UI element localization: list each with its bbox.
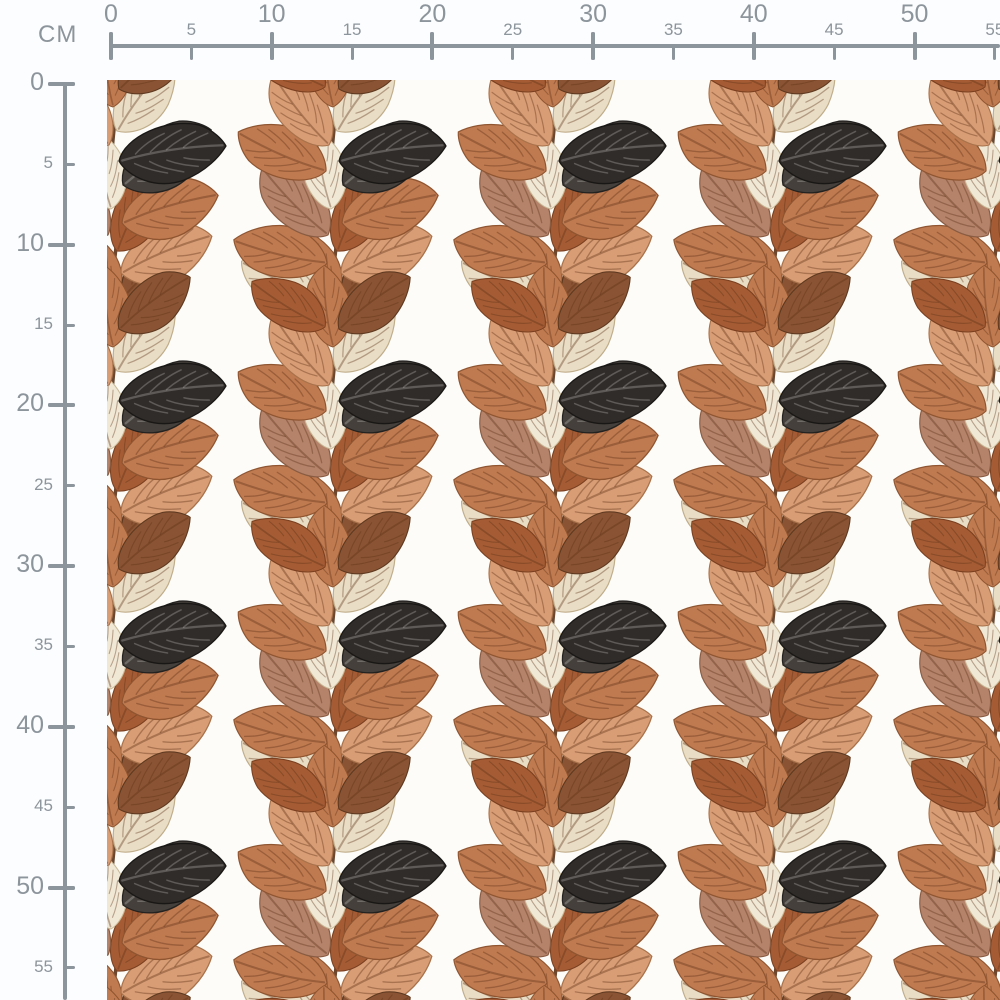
- left-ruler-tick: [48, 724, 75, 729]
- top-ruler-line: [109, 44, 1000, 48]
- top-ruler-label: 35: [663, 20, 683, 39]
- top-ruler-label: 55: [985, 20, 1000, 39]
- left-ruler-label: 40: [16, 710, 44, 739]
- top-ruler-tick: [189, 46, 193, 60]
- top-ruler-label: 45: [824, 20, 844, 39]
- left-ruler-label: 5: [43, 153, 53, 173]
- left-ruler-tick: [48, 242, 75, 247]
- left-ruler-tick: [48, 82, 75, 86]
- leaf-pattern-fill: [107, 80, 1000, 1000]
- left-ruler-label: 0: [30, 68, 44, 96]
- top-ruler-tick: [832, 46, 836, 60]
- top-ruler-label: 50: [900, 0, 929, 28]
- left-ruler-label: 30: [16, 550, 44, 579]
- top-ruler-label: 25: [503, 20, 523, 39]
- left-ruler-label: 20: [16, 389, 44, 418]
- top-ruler-tick: [350, 46, 354, 60]
- left-ruler-label: 55: [34, 956, 53, 976]
- left-ruler-label: 15: [34, 314, 53, 334]
- top-ruler-tick: [511, 46, 515, 60]
- top-ruler-tick: [671, 46, 675, 60]
- left-ruler-line: [63, 82, 67, 1000]
- top-ruler-label: 15: [342, 20, 362, 39]
- top-ruler-tick: [993, 46, 997, 60]
- top-ruler-label: 30: [579, 0, 607, 28]
- left-ruler-tick: [48, 885, 75, 890]
- fabric-pattern-swatch: [107, 80, 1000, 1000]
- top-ruler-label: 5: [186, 20, 197, 39]
- ruler-unit-label: CM: [38, 21, 78, 48]
- left-ruler-label: 10: [16, 228, 44, 257]
- left-ruler-label: 45: [34, 796, 53, 816]
- top-ruler-label: 10: [257, 0, 286, 28]
- top-ruler-label: 20: [418, 0, 447, 28]
- left-ruler-label: 35: [34, 635, 53, 655]
- left-ruler-tick: [48, 403, 75, 408]
- top-ruler-label: 40: [739, 0, 768, 28]
- left-ruler-label: 25: [34, 474, 53, 494]
- left-ruler-label: 50: [16, 871, 44, 900]
- left-ruler-tick: [48, 564, 75, 569]
- top-ruler-label: 0: [104, 0, 118, 28]
